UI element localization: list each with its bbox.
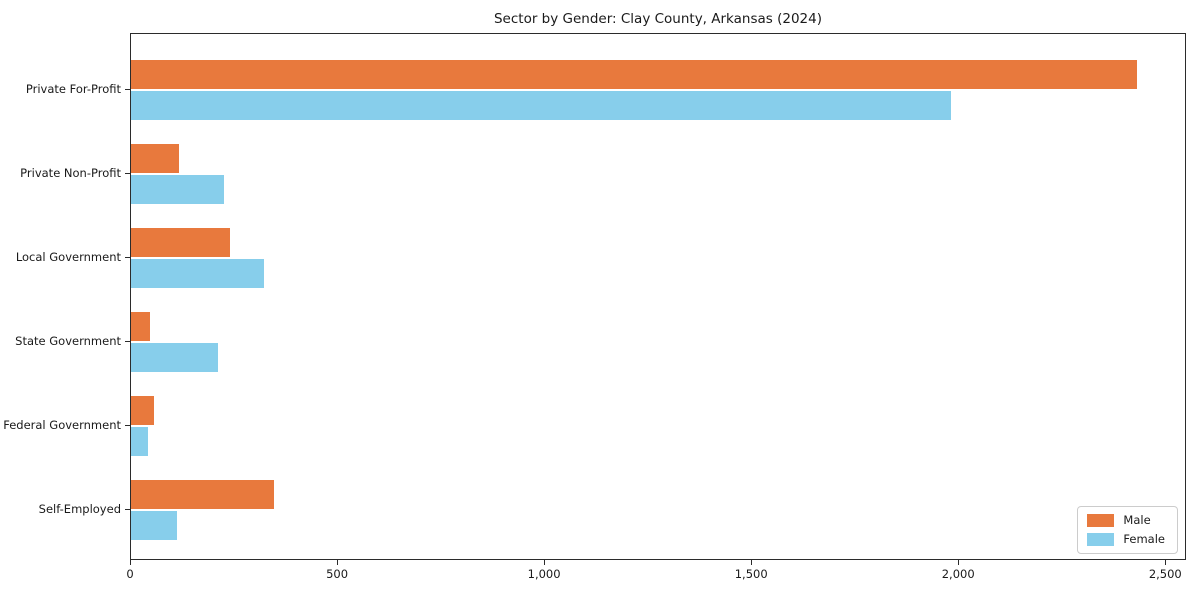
y-axis-label: Federal Government: [3, 418, 121, 432]
bar-male-private-non-profit: [131, 144, 179, 173]
y-axis-label: Private For-Profit: [25, 82, 121, 96]
y-axis-tick: [125, 341, 130, 342]
bar-male-private-for-profit: [131, 60, 1138, 89]
bar-female-state-government: [131, 343, 218, 372]
bar-female-federal-government: [131, 427, 148, 456]
y-axis-label: Self-Employed: [38, 502, 121, 516]
legend-item-female: Female: [1087, 533, 1165, 546]
x-axis-tick: [130, 560, 131, 565]
x-axis-tick-label: 0: [126, 567, 134, 581]
plot-area: Male Female: [130, 33, 1186, 560]
y-axis-tick: [125, 509, 130, 510]
legend-label-female: Female: [1123, 532, 1165, 546]
bar-female-private-non-profit: [131, 175, 225, 204]
bar-male-federal-government: [131, 396, 154, 425]
x-axis-tick-label: 500: [326, 567, 349, 581]
y-axis-label: Local Government: [15, 250, 121, 264]
x-axis-tick-label: 1,500: [734, 567, 768, 581]
bar-male-self-employed: [131, 480, 274, 509]
x-axis-tick: [751, 560, 753, 565]
y-axis-tick: [125, 89, 130, 90]
y-axis-label: Private Non-Profit: [20, 166, 121, 180]
x-axis-tick: [958, 560, 960, 565]
legend-swatch-female-icon: [1087, 533, 1115, 546]
bar-female-private-for-profit: [131, 91, 951, 120]
legend-label-male: Male: [1123, 513, 1151, 527]
y-axis-tick: [125, 425, 130, 426]
x-axis-tick: [544, 560, 546, 565]
bar-female-local-government: [131, 259, 264, 288]
legend: Male Female: [1077, 506, 1178, 554]
y-axis-tick: [125, 173, 130, 174]
y-axis-tick: [125, 257, 130, 258]
x-axis-tick: [1165, 560, 1167, 565]
x-axis-tick-label: 2,000: [941, 567, 975, 581]
chart-title: Sector by Gender: Clay County, Arkansas …: [493, 11, 822, 27]
x-axis-tick-label: 1,000: [527, 567, 561, 581]
y-axis-label: State Government: [15, 334, 121, 348]
bar-male-local-government: [131, 228, 231, 257]
x-axis-tick: [337, 560, 339, 565]
bar-male-state-government: [131, 312, 150, 341]
legend-item-male: Male: [1087, 514, 1165, 527]
legend-swatch-male-icon: [1087, 514, 1115, 527]
x-axis-tick-label: 2,500: [1148, 567, 1182, 581]
bar-female-self-employed: [131, 511, 177, 540]
